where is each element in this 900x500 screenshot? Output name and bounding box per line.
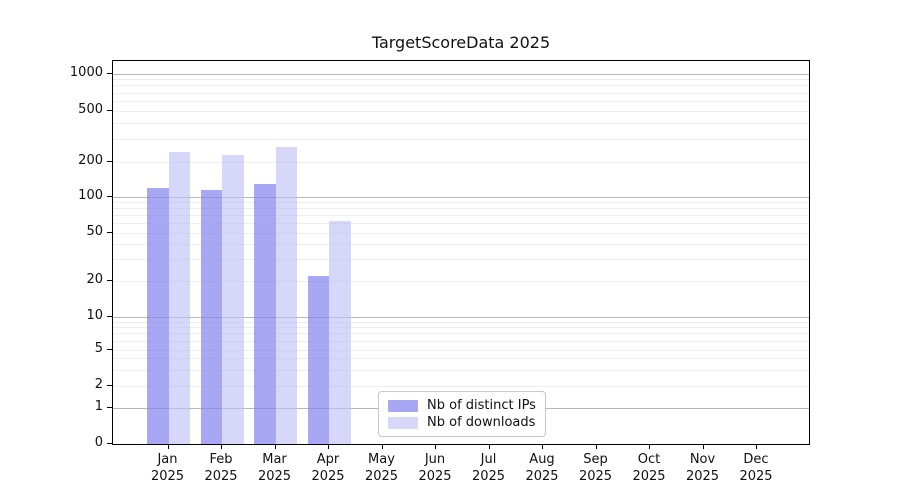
x-tick-mark — [542, 445, 543, 449]
gridline-minor — [113, 139, 809, 140]
y-tick-mark — [107, 110, 112, 111]
y-tick-label: 50 — [86, 224, 103, 239]
y-tick-mark — [107, 443, 112, 444]
gridline-minor — [113, 386, 809, 387]
bar-distinct-ips-feb — [200, 190, 222, 444]
x-tick-label: Jan 2025 — [150, 452, 185, 484]
gridline-minor — [113, 223, 809, 224]
gridline-minor — [113, 281, 809, 282]
bar-downloads-feb — [222, 154, 244, 444]
x-tick-label: Nov 2025 — [685, 452, 720, 484]
gridline-minor — [113, 333, 809, 334]
gridline-minor — [113, 259, 809, 260]
x-tick-mark — [167, 445, 169, 449]
gridline-major — [113, 197, 809, 198]
y-tick-mark — [107, 385, 112, 386]
x-tick-mark — [381, 445, 383, 449]
bar-distinct-ips-mar — [254, 183, 276, 444]
gridline-minor — [113, 101, 809, 102]
x-tick-mark — [649, 445, 650, 449]
gridline-major — [113, 74, 809, 75]
y-tick-label: 10 — [86, 308, 103, 323]
x-tick-mark — [221, 445, 222, 449]
gridline-minor — [113, 215, 809, 216]
x-tick-label: Jun 2025 — [418, 452, 452, 484]
gridline-minor — [113, 208, 809, 209]
bar-distinct-ips-jan — [147, 187, 169, 444]
gridline-minor — [113, 370, 809, 371]
x-tick-label: Jul 2025 — [471, 452, 506, 484]
chart-title: TargetScoreData 2025 — [371, 33, 551, 52]
gridline-minor — [113, 123, 809, 124]
x-tick-label: May 2025 — [364, 452, 399, 484]
y-tick-mark — [107, 161, 112, 162]
gridline-minor — [113, 79, 809, 80]
y-tick-mark — [107, 196, 112, 197]
y-tick-mark — [107, 316, 112, 317]
gridline-minor — [113, 162, 809, 163]
legend-label-distinct-ips: Nb of distinct IPs — [427, 398, 536, 413]
x-tick-label: Apr 2025 — [311, 452, 345, 484]
legend-swatch-downloads — [388, 416, 418, 429]
legend-swatch-distinct-ips — [388, 399, 418, 412]
x-tick-mark — [702, 445, 704, 449]
x-tick-label: Aug 2025 — [525, 452, 559, 484]
legend-item-downloads: Nb of downloads — [388, 415, 536, 430]
legend-label-downloads: Nb of downloads — [427, 415, 536, 430]
gridline-minor — [113, 93, 809, 94]
y-tick-label: 0 — [94, 435, 103, 450]
x-tick-label: Dec 2025 — [739, 452, 773, 484]
y-tick-label: 20 — [86, 272, 103, 287]
x-tick-mark — [488, 445, 490, 449]
y-tick-label: 1000 — [69, 65, 103, 80]
y-tick-label: 1 — [94, 399, 103, 414]
bar-downloads-jan — [168, 151, 190, 444]
y-tick-label: 500 — [78, 102, 103, 117]
y-tick-mark — [107, 73, 112, 74]
gridline-minor — [113, 322, 809, 323]
y-tick-label: 2 — [94, 377, 103, 392]
x-tick-mark — [595, 445, 597, 449]
gridline-minor — [113, 111, 809, 112]
x-tick-label: Mar 2025 — [257, 452, 292, 484]
y-tick-label: 200 — [78, 153, 103, 168]
legend: Nb of distinct IPs Nb of downloads — [378, 391, 546, 437]
x-tick-mark — [435, 445, 436, 449]
legend-item-distinct-ips: Nb of distinct IPs — [388, 398, 536, 413]
gridline-minor — [113, 202, 809, 203]
y-tick-mark — [107, 407, 112, 408]
plot-area — [112, 60, 810, 445]
y-tick-label: 5 — [94, 341, 103, 356]
x-tick-mark — [328, 445, 329, 449]
x-tick-label: Oct 2025 — [632, 452, 666, 484]
y-tick-mark — [107, 280, 112, 281]
gridline-minor — [113, 350, 809, 351]
x-tick-label: Sep 2025 — [578, 452, 613, 484]
gridline-minor — [113, 327, 809, 328]
y-tick-mark — [107, 349, 112, 350]
y-tick-mark — [107, 232, 112, 233]
gridline-minor — [113, 341, 809, 342]
y-tick-label: 100 — [78, 188, 103, 203]
x-tick-mark — [756, 445, 757, 449]
gridline-minor — [113, 358, 809, 359]
bar-distinct-ips-apr — [307, 276, 329, 444]
x-tick-label: Feb 2025 — [204, 452, 238, 484]
x-tick-mark — [274, 445, 276, 449]
gridline-minor — [113, 85, 809, 86]
bar-downloads-apr — [329, 221, 351, 444]
gridline-minor — [113, 244, 809, 245]
bar-downloads-mar — [275, 146, 297, 444]
gridline-minor — [113, 233, 809, 234]
gridline-major — [113, 317, 809, 318]
